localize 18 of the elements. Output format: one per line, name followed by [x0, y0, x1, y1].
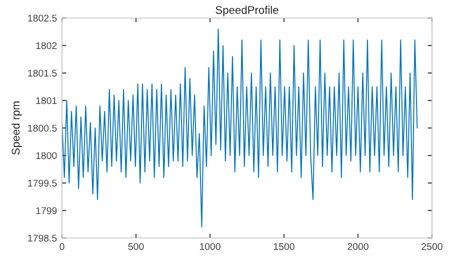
y-tick-label: 1800.5 — [28, 124, 57, 132]
y-tick-label: 1802 — [36, 42, 57, 50]
y-tick-label: 1799.5 — [28, 180, 57, 187]
y-tick-label: 1802.5 — [28, 14, 57, 22]
y-tick-label: 1798.5 — [28, 234, 57, 242]
x-tick-label: 2500 — [422, 243, 442, 250]
x-tick-label: 1000 — [200, 243, 220, 250]
line-series — [62, 28, 418, 228]
y-axis-title: Speed rpm — [11, 102, 22, 155]
x-tick-label: 500 — [128, 243, 144, 250]
chart-title: SpeedProfile — [216, 6, 278, 16]
x-tick-label: 1500 — [274, 243, 294, 250]
y-tick-label: 1801.5 — [28, 70, 57, 77]
y-tick-label: 1801 — [36, 97, 57, 104]
x-tick-label: 0 — [60, 243, 64, 250]
x-tick-label: 2000 — [348, 243, 368, 250]
y-tick-label: 1800 — [36, 152, 57, 160]
y-tick-label: 1799 — [36, 207, 57, 214]
